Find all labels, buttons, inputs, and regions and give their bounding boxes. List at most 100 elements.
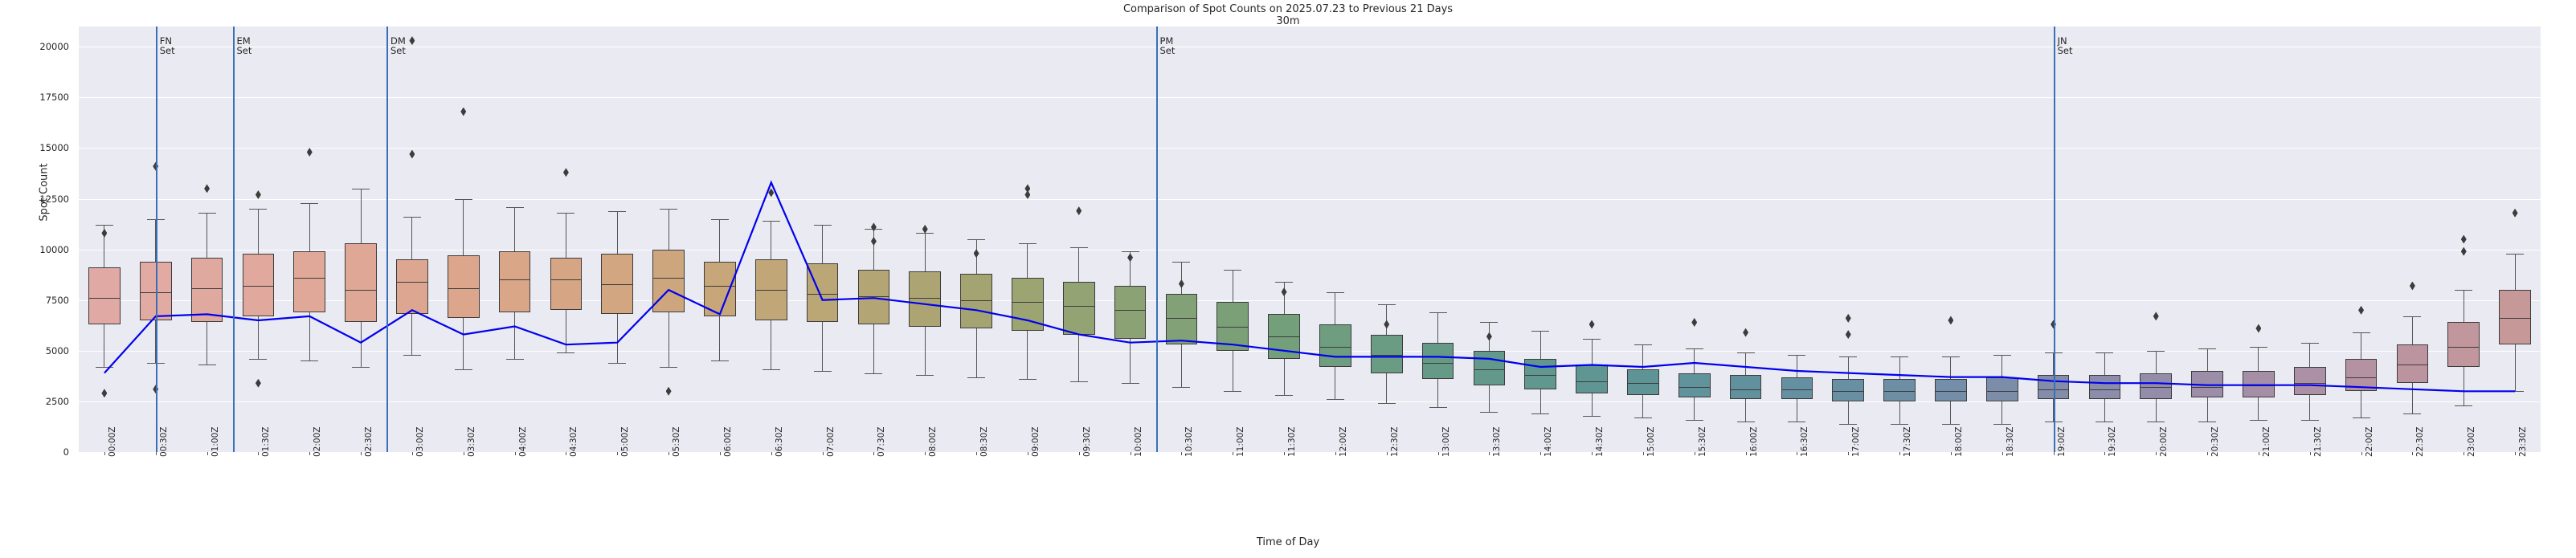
median-line xyxy=(1985,391,2018,393)
whisker-cap xyxy=(762,369,780,370)
box xyxy=(88,267,121,324)
x-tick-label: 16:00Z xyxy=(1748,426,1759,457)
whisker-cap xyxy=(1069,247,1088,249)
outlier-marker xyxy=(255,189,261,199)
x-tick-mark xyxy=(1745,452,1747,455)
event-line-label: EM Set xyxy=(236,35,252,56)
x-tick-mark xyxy=(1950,452,1952,455)
whisker-cap xyxy=(249,358,268,360)
box xyxy=(2037,375,2070,400)
box xyxy=(190,257,223,323)
box xyxy=(1114,286,1147,339)
gridline xyxy=(79,350,2541,352)
whisker-cap xyxy=(2455,290,2473,291)
whisker-cap xyxy=(454,198,472,200)
x-tick-mark xyxy=(771,452,772,455)
x-tick-mark xyxy=(1848,452,1850,455)
x-tick-label: 10:30Z xyxy=(1184,426,1195,457)
x-tick-mark xyxy=(514,452,516,455)
whisker-cap xyxy=(1891,423,1909,425)
box xyxy=(2345,358,2378,392)
whisker-cap xyxy=(403,217,421,218)
median-line xyxy=(960,299,992,301)
x-tick-label: 19:00Z xyxy=(2056,426,2067,457)
x-tick-label: 07:00Z xyxy=(825,426,836,457)
outlier-marker xyxy=(1743,328,1749,337)
whisker-cap xyxy=(505,206,524,208)
outlier-marker xyxy=(204,184,211,193)
whisker-cap xyxy=(1583,338,1601,340)
median-line xyxy=(1627,383,1659,385)
median-line xyxy=(242,286,275,287)
x-tick-mark xyxy=(1386,452,1388,455)
whisker-cap xyxy=(1121,251,1139,253)
median-line xyxy=(1165,318,1198,320)
whisker-cap xyxy=(1377,303,1396,305)
x-tick-label: 05:00Z xyxy=(620,426,631,457)
chart-title: Comparison of Spot Counts on 2025.07.23 … xyxy=(1122,3,1454,15)
whisker-cap xyxy=(1993,354,2011,356)
x-tick-label: 10:00Z xyxy=(1133,426,1143,457)
whisker-cap xyxy=(660,209,678,210)
x-tick-label: 13:00Z xyxy=(1441,426,1451,457)
event-line-label: FN Set xyxy=(159,35,175,56)
median-line xyxy=(1114,310,1147,312)
whisker-cap xyxy=(557,352,575,354)
median-line xyxy=(1370,354,1403,356)
line-svg xyxy=(104,180,2516,393)
box xyxy=(2293,367,2326,396)
x-tick-label: 21:30Z xyxy=(2312,426,2323,457)
whisker-cap xyxy=(1069,381,1088,382)
x-tick-label: 00:30Z xyxy=(158,426,169,457)
median-line xyxy=(1012,302,1044,303)
whisker-cap xyxy=(1891,356,1909,358)
median-line xyxy=(1524,375,1557,377)
median-line xyxy=(1832,391,1865,393)
whisker-cap xyxy=(608,362,627,364)
outlier-marker xyxy=(973,249,979,259)
chart-subtitle: 30m xyxy=(1276,15,1300,27)
box xyxy=(1832,379,1865,401)
whisker-cap xyxy=(1377,403,1396,405)
x-tick-label: 04:30Z xyxy=(569,426,579,457)
outlier-marker xyxy=(1024,184,1031,193)
x-tick-mark xyxy=(873,452,875,455)
box xyxy=(1935,379,1967,401)
gridline xyxy=(79,198,2541,200)
x-tick-label: 14:00Z xyxy=(1544,426,1554,457)
whisker-cap xyxy=(967,377,986,378)
box xyxy=(550,257,583,311)
x-tick-mark xyxy=(1335,452,1336,455)
whisker-cap xyxy=(1326,399,1344,401)
x-tick-label: 23:00Z xyxy=(2467,426,2477,457)
x-tick-mark xyxy=(1437,452,1439,455)
x-tick-mark xyxy=(719,452,721,455)
x-tick-label: 08:30Z xyxy=(979,426,990,457)
event-line xyxy=(232,26,235,452)
median-line xyxy=(88,298,121,299)
whisker-cap xyxy=(813,225,832,226)
median-line xyxy=(2345,377,2378,378)
box xyxy=(2088,375,2121,400)
median-line xyxy=(1678,387,1711,389)
x-tick-mark xyxy=(2002,452,2003,455)
outlier-marker xyxy=(665,386,672,396)
x-tick-label: 07:30Z xyxy=(877,426,887,457)
box xyxy=(1883,379,1916,401)
box xyxy=(2499,290,2531,345)
whisker-cap xyxy=(1326,291,1344,293)
whisker-cap xyxy=(146,218,165,220)
x-tick-mark xyxy=(2104,452,2106,455)
median-line xyxy=(139,291,172,293)
outlier-marker xyxy=(1948,316,1954,325)
whisker-cap xyxy=(2403,316,2422,317)
median-line xyxy=(2293,383,2326,385)
event-line-label: DM Set xyxy=(390,35,406,56)
whisker-cap xyxy=(2096,352,2114,354)
x-tick-label: 02:00Z xyxy=(313,426,323,457)
whisker-cap xyxy=(2352,417,2370,419)
x-tick-mark xyxy=(1078,452,1080,455)
whisker-cap xyxy=(1839,423,1858,425)
outlier-marker xyxy=(1384,320,1390,329)
whisker-cap xyxy=(1634,417,1652,419)
